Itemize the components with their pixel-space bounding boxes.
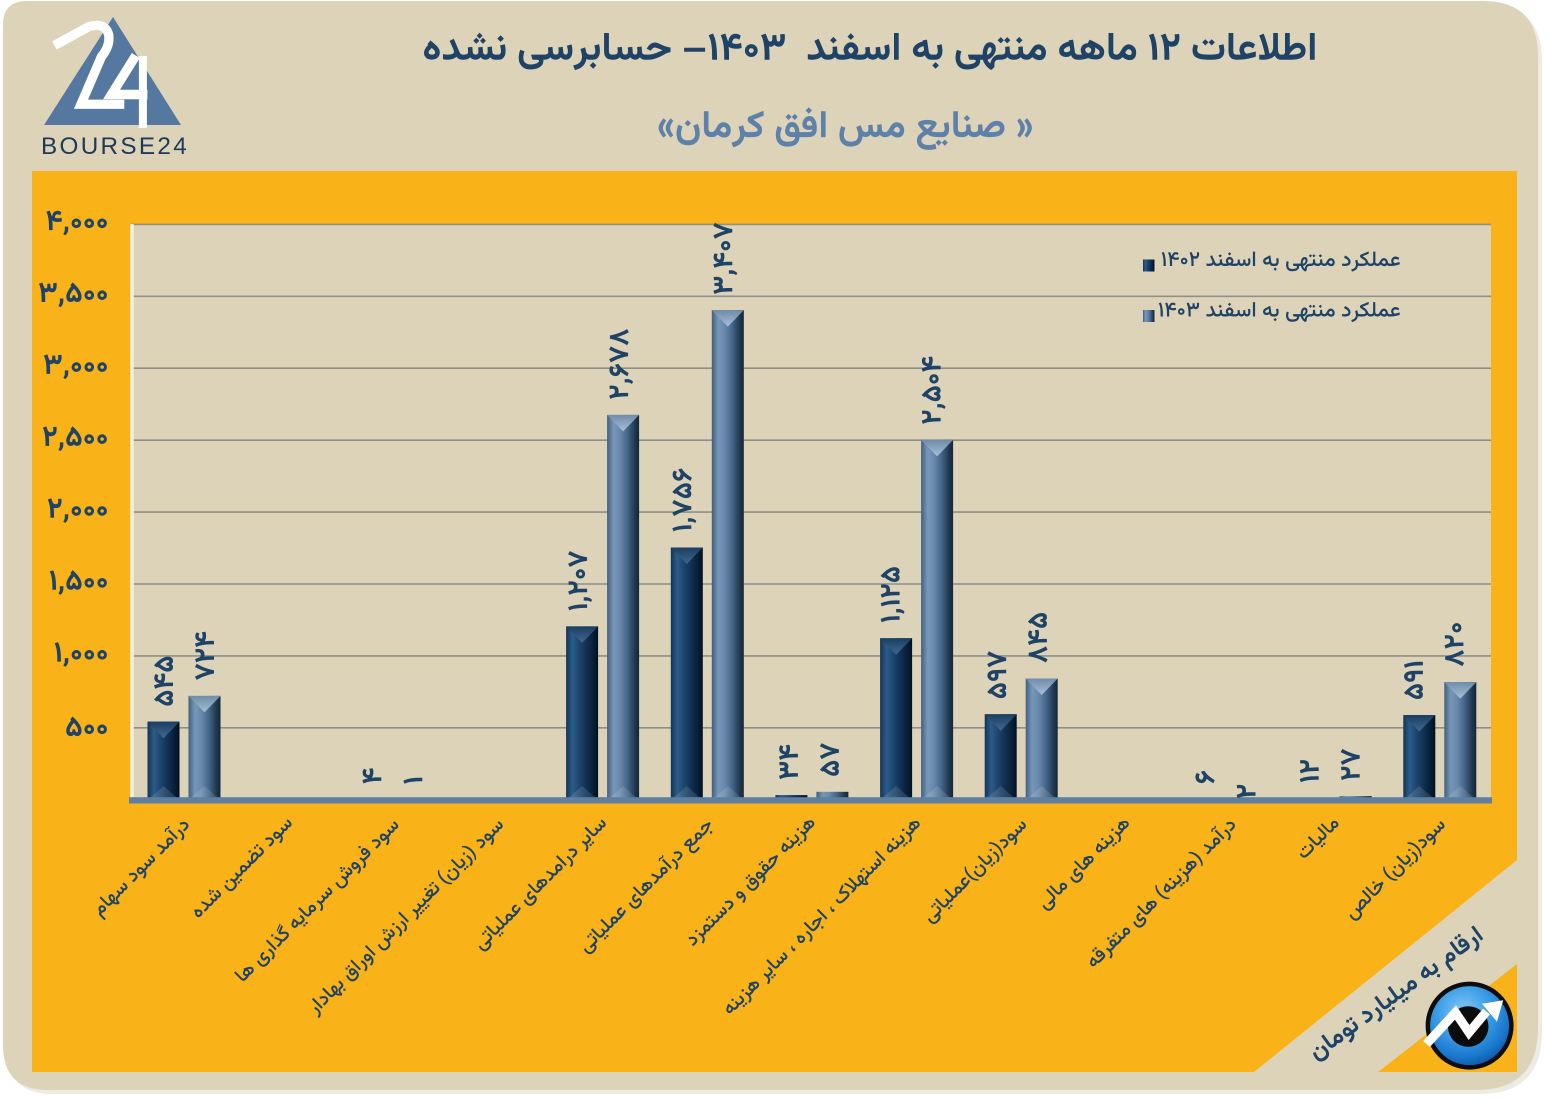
svg-text:BOURSE24: BOURSE24 — [41, 133, 189, 160]
